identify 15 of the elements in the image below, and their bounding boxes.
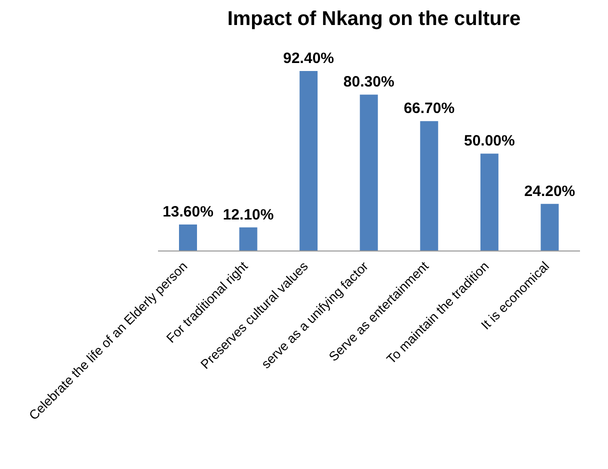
bar	[179, 224, 197, 251]
data-label: 12.10%	[222, 206, 274, 224]
data-label: 66.70%	[404, 100, 455, 118]
data-label: 80.30%	[343, 74, 394, 91]
bar	[540, 204, 559, 251]
bar	[239, 227, 258, 251]
bar	[480, 154, 498, 251]
data-label: 13.60%	[162, 204, 214, 221]
bar	[360, 94, 378, 251]
bar	[420, 121, 438, 251]
chart-title: Impact of Nkang on the culture	[226, 8, 522, 31]
data-label: 24.20%	[524, 182, 576, 200]
bar	[300, 71, 318, 251]
data-label: 50.00%	[464, 132, 515, 150]
data-label: 92.40%	[283, 50, 334, 67]
